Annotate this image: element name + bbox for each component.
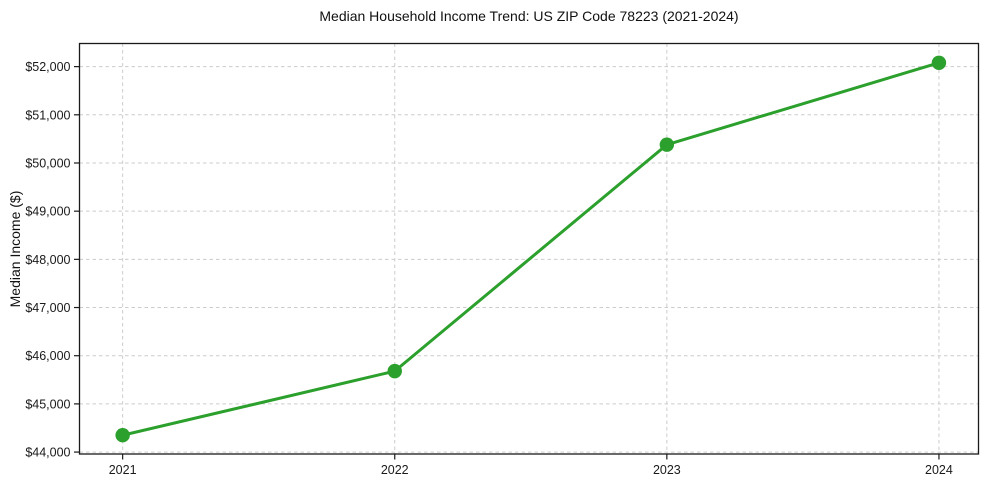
x-tick-label: 2021 xyxy=(109,463,137,477)
y-tick-label: $45,000 xyxy=(25,397,70,411)
chart-title: Median Household Income Trend: US ZIP Co… xyxy=(319,8,739,24)
y-tick-label: $52,000 xyxy=(25,60,70,74)
y-tick-label: $50,000 xyxy=(25,156,70,170)
plot-border xyxy=(78,42,980,455)
data-point-2024 xyxy=(931,55,947,70)
data-point-2021 xyxy=(115,428,130,443)
x-tick-label: 2022 xyxy=(381,463,409,477)
y-tick-label: $49,000 xyxy=(25,205,70,219)
x-tick-label: 2024 xyxy=(925,463,953,477)
trend-line xyxy=(121,61,941,437)
y-tick-label: $47,000 xyxy=(25,301,70,315)
y-tick-label: $48,000 xyxy=(25,253,70,267)
y-tick-label: $51,000 xyxy=(25,108,70,122)
data-point-2022 xyxy=(387,363,402,379)
y-tick-label: $44,000 xyxy=(25,446,70,460)
data-point-2023 xyxy=(659,137,675,152)
x-tick-label: 2023 xyxy=(653,463,681,477)
y-tick-label: $46,000 xyxy=(25,349,70,363)
